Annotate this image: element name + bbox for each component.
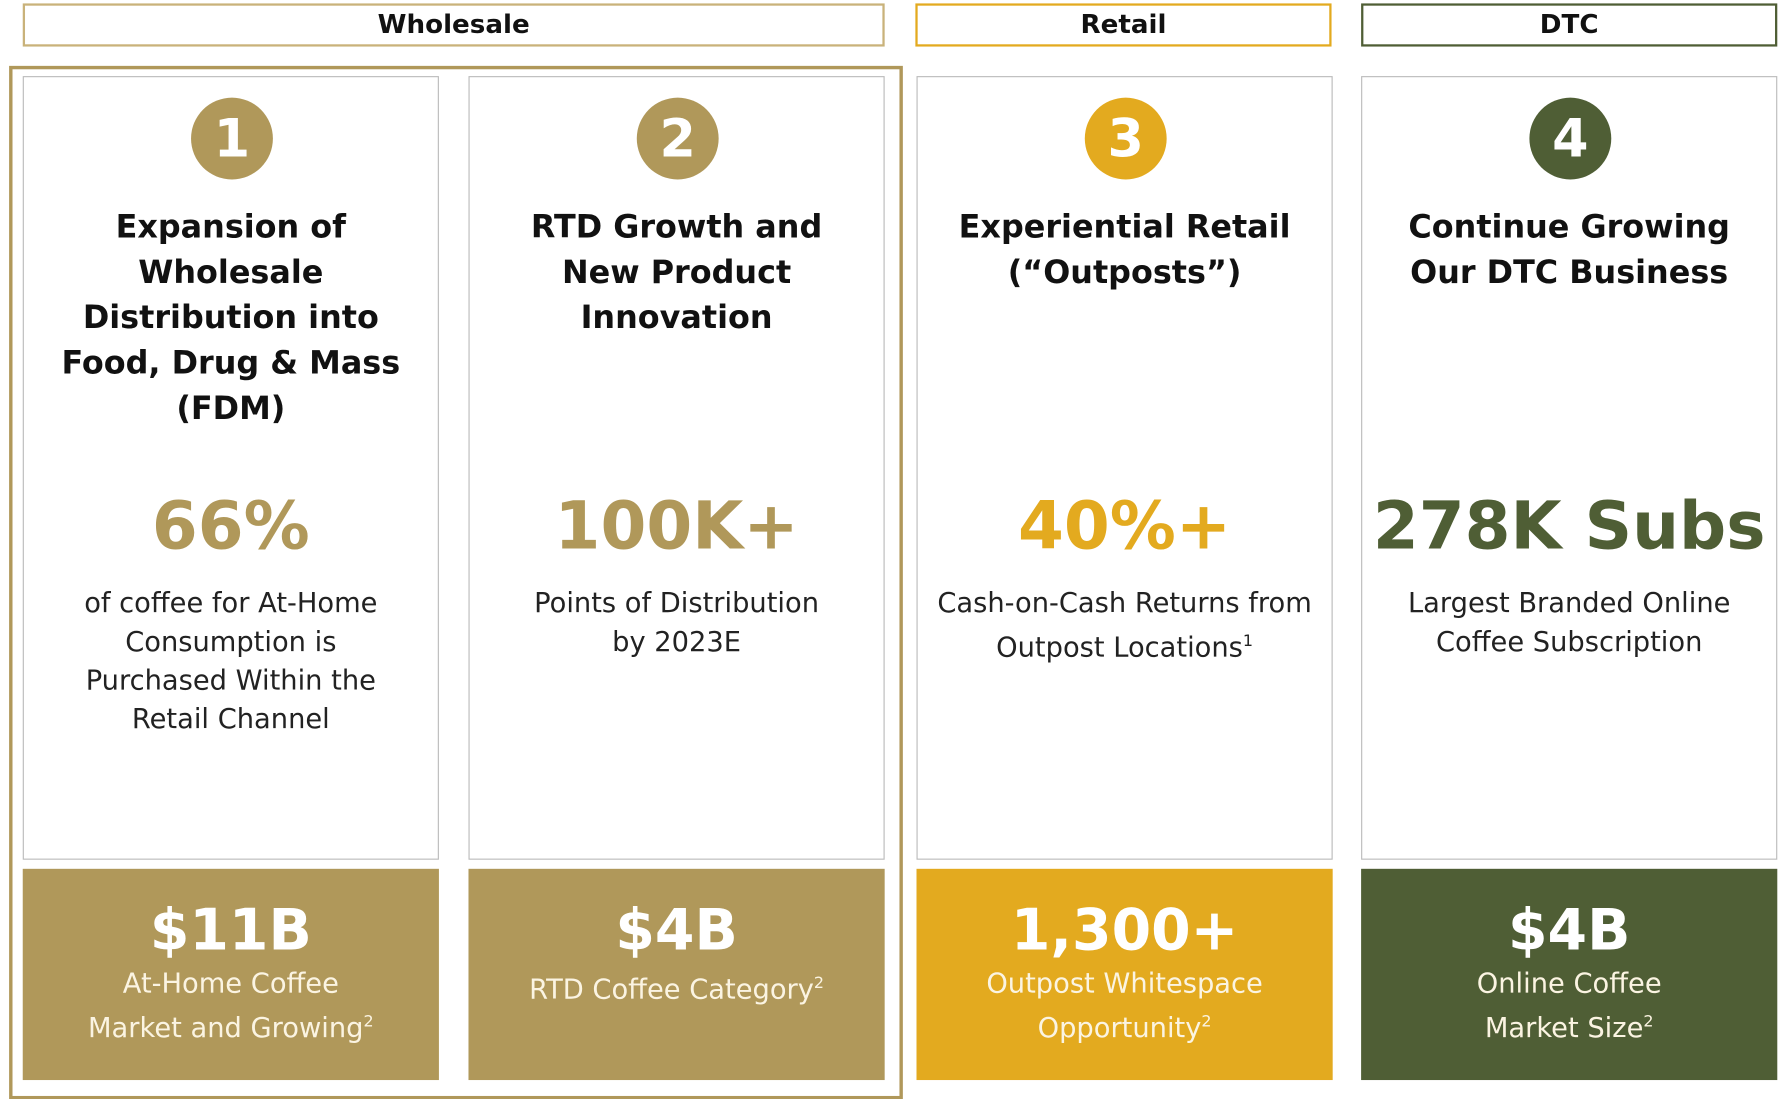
card: 1 Expansion of Wholesale Distribution into F… [22,76,439,860]
title-line: (FDM) [176,389,286,428]
description-line: of coffee for At-Home [84,587,378,619]
title-line: New Product [561,253,792,291]
footer-line: At-Home Coffee [122,967,339,1000]
card-title: Experiential Retail (“Outposts”) [918,204,1332,295]
stat: 100K+ [554,487,799,565]
description: Cash-on-Cash Returns from Outpost Locatio… [918,584,1332,667]
card: 4 Continue Growing Our DTC Business 278K Su… [1361,76,1778,860]
description: Largest Branded Online Coffee Subscriptio… [1362,584,1776,661]
footer-box: $4B RTD Coffee Category2 [468,868,885,1081]
footer-text: At-Home Coffee Market and Growing2 [23,964,439,1047]
footer-box: 1,300+ Outpost Whitespace Opportunity2 [916,868,1333,1081]
description-line: Purchased Within the [85,664,376,697]
title-line: (“Outposts”) [1007,253,1242,291]
description-line: Largest Branded Online [1407,587,1731,619]
stat: 40%+ [1018,487,1232,565]
number-badge: 2 [636,97,719,180]
number-badge: 1 [191,97,273,180]
section-header: Wholesale [22,3,885,47]
description-line: Coffee Subscription [1435,625,1703,658]
description: Points of Distribution by 2023E [470,584,884,661]
card-title: RTD Growth and New Product Innovation [470,204,884,340]
footer-box: $11B At-Home Coffee Market and Growing2 [22,868,439,1081]
card: 2 RTD Growth and New Product Innovation 100K… [468,76,885,860]
footer-box: $4B Online Coffee Market Size2 [1361,868,1778,1081]
description-line: by 2023E [612,625,741,658]
description-line: Retail Channel [131,702,330,735]
number-badge: 3 [1084,97,1167,180]
footnote: 2 [363,1013,374,1032]
footer-stat: 1,300+ [1010,897,1239,964]
footer-line: Online Coffee [1476,967,1662,1000]
footnote: 2 [1643,1013,1654,1032]
title-line: Wholesale [138,253,324,291]
description-line: Outpost Locations1 [996,631,1254,664]
footer-text: Outpost Whitespace Opportunity2 [917,964,1333,1047]
footer-text: RTD Coffee Category2 [468,964,884,1008]
footer-stat: $4B [615,897,738,964]
description: of coffee for At-Home Consumption is Purch… [24,584,438,738]
card-title: Expansion of Wholesale Distribution into Fo… [24,204,438,431]
footer-stat: $11B [149,897,312,964]
footnote: 2 [1201,1013,1212,1032]
description-line: Consumption is [125,625,337,658]
footer-line: Outpost Whitespace [986,967,1263,1000]
description-line: Cash-on-Cash Returns from [937,587,1312,619]
card: 3 Experiential Retail (“Outposts”) 40%+ Cash… [916,76,1333,860]
title-line: Innovation [580,298,773,337]
number-badge: 4 [1529,97,1612,180]
description-line: Points of Distribution [534,587,819,619]
title-line: Expansion of [115,207,347,246]
title-line: Food, Drug & Mass [61,344,401,382]
footer-line: Opportunity2 [1037,1011,1212,1044]
stat: 66% [151,487,310,565]
footer-line: RTD Coffee Category2 [529,973,825,1006]
section-header: DTC [1361,3,1778,47]
footer-line: Market and Growing2 [88,1011,374,1044]
title-line: Continue Growing [1408,207,1730,246]
section-header: Retail [915,3,1332,47]
footnote: 2 [813,974,825,993]
card-title: Continue Growing Our DTC Business [1362,204,1776,295]
stat: 278K Subs [1372,487,1766,565]
title-line: Experiential Retail [958,207,1291,246]
title-line: RTD Growth and [530,207,823,246]
footer-stat: $4B [1507,897,1631,964]
footer-line: Market Size2 [1484,1011,1654,1044]
title-line: Our DTC Business [1410,253,1729,291]
footer-text: Online Coffee Market Size2 [1361,964,1777,1047]
title-line: Distribution into [82,298,379,337]
footnote: 1 [1242,632,1254,651]
